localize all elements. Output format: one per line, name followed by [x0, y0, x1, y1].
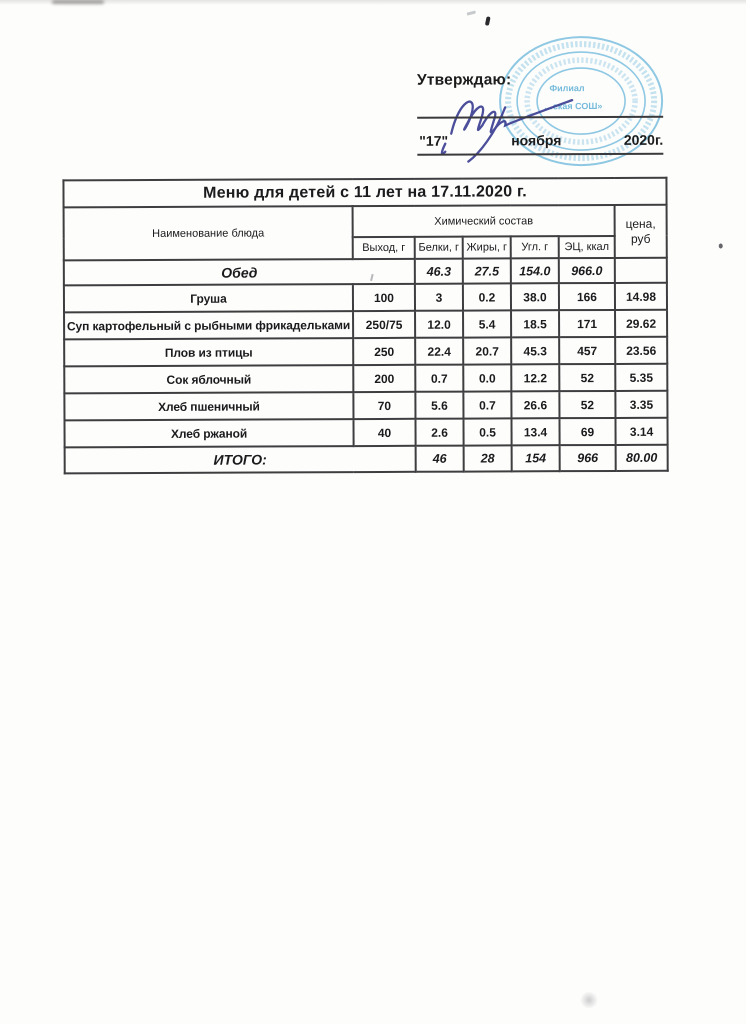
- total-price: 80.00: [615, 444, 668, 471]
- dish-name: Сок яблочный: [64, 365, 354, 394]
- total-carbs: 154: [511, 445, 560, 472]
- meal-carbs: 154.0: [510, 258, 559, 284]
- dish-carbs: 12.2: [511, 364, 560, 392]
- header-row-1: Наименование блюда Химический состав цен…: [63, 204, 667, 261]
- header-dish-name: Наименование блюда: [63, 206, 353, 261]
- stamp-text-line1: Филиал: [549, 83, 585, 93]
- table-row: Сок яблочный 200 0.7 0.0 12.2 52 5.35: [64, 363, 668, 394]
- dish-protein: 2.6: [415, 418, 464, 446]
- meal-fat: 27.5: [462, 258, 511, 284]
- dish-price: 14.98: [614, 282, 668, 310]
- total-label: ИТОГО:: [64, 445, 416, 474]
- dish-carbs: 45.3: [511, 337, 560, 365]
- meal-section-label: Обед: [63, 258, 415, 286]
- table-row: Хлеб ржаной 40 2.6 0.5 13.4 69 3.14: [64, 417, 668, 448]
- dish-price: 5.35: [615, 363, 668, 391]
- dish-price: 23.56: [615, 336, 668, 364]
- dish-name: Хлеб пшеничный: [64, 392, 354, 421]
- date-day: "17": [419, 132, 449, 149]
- dish-name: Груша: [63, 284, 354, 313]
- dish-output: 40: [353, 418, 416, 447]
- dish-carbs: 13.4: [511, 418, 560, 446]
- dish-fat: 0.5: [463, 418, 512, 446]
- dish-fat: 0.7: [463, 391, 512, 419]
- table-row: Суп картофельный с рыбными фрикадельками…: [64, 309, 668, 340]
- dish-output: 100: [352, 283, 416, 312]
- dish-price: 3.35: [615, 390, 668, 418]
- table-row: Хлеб пшеничный 70 5.6 0.7 26.6 52 3.35: [64, 390, 668, 421]
- dish-kcal: 166: [558, 282, 616, 311]
- stamp-text-line2: …ская СОШ»: [544, 101, 603, 111]
- dish-fat: 0.0: [463, 364, 512, 392]
- approve-label: Утверждаю:: [416, 71, 512, 89]
- dish-carbs: 26.6: [511, 391, 560, 419]
- dish-price: 3.14: [615, 417, 668, 445]
- dish-kcal: 171: [559, 309, 616, 338]
- ink-mark-artifact: [484, 16, 491, 26]
- dish-kcal: 52: [559, 390, 616, 419]
- pencil-mark-artifact: [466, 10, 476, 16]
- dish-output: 70: [353, 391, 416, 420]
- dish-protein: 22.4: [415, 337, 464, 365]
- date-year: 2020г.: [623, 131, 664, 148]
- meal-protein: 46.3: [414, 258, 463, 284]
- date-month: ноября: [511, 132, 562, 149]
- total-protein: 46: [415, 445, 464, 472]
- scan-edge-artifact: [0, 0, 746, 5]
- table-row: Груша 100 3 0.2 38.0 166 14.98: [63, 282, 668, 313]
- table-title-row: Меню для детей с 11 лет на 17.11.2020 г.: [63, 177, 667, 208]
- dish-name: Суп картофельный с рыбными фрикадельками: [64, 311, 354, 340]
- dish-fat: 0.2: [462, 283, 512, 311]
- meal-section-row: Обед 46.3 27.5 154.0 966.0: [63, 257, 667, 286]
- dish-name: Плов из птицы: [64, 338, 354, 367]
- table-title: Меню для детей с 11 лет на 17.11.2020 г.: [63, 177, 667, 208]
- school-stamp-icon: Филиал …ская СОШ»: [499, 36, 664, 167]
- dish-kcal: 52: [559, 363, 616, 392]
- dish-protein: 12.0: [415, 310, 464, 338]
- total-kcal: 966: [559, 444, 616, 472]
- dish-output: 250: [353, 337, 416, 366]
- header-price: цена, руб: [614, 204, 667, 258]
- header-chemical-composition: Химический состав: [352, 204, 615, 238]
- meal-kcal: 966.0: [558, 257, 615, 284]
- header-output: Выход, г: [352, 236, 415, 260]
- dish-name: Хлеб ржаной: [64, 419, 354, 448]
- dish-carbs: 38.0: [510, 283, 560, 311]
- header-protein: Белки, г: [414, 236, 463, 259]
- dish-fat: 20.7: [463, 337, 512, 365]
- header-kcal: ЭЦ, ккал: [558, 235, 615, 259]
- smudge-artifact: [578, 992, 600, 1009]
- dish-carbs: 18.5: [511, 310, 560, 338]
- scan-edge-blotch: [52, 0, 104, 4]
- speck-artifact: [718, 243, 723, 249]
- meal-price: [614, 257, 667, 283]
- dish-price: 29.62: [615, 309, 668, 337]
- dish-protein: 3: [414, 283, 464, 311]
- dish-output: 200: [353, 364, 416, 393]
- dish-kcal: 69: [559, 417, 616, 446]
- header-carbs: Угл. г: [510, 236, 559, 259]
- dish-protein: 5.6: [415, 391, 464, 419]
- total-fat: 28: [463, 445, 512, 472]
- dish-output: 250/75: [353, 310, 416, 339]
- menu-table: Меню для детей с 11 лет на 17.11.2020 г.…: [62, 177, 668, 475]
- dish-protein: 0.7: [415, 364, 464, 392]
- signature: [440, 98, 574, 163]
- dish-fat: 5.4: [463, 310, 512, 338]
- table-row: Плов из птицы 250 22.4 20.7 45.3 457 23.…: [64, 336, 668, 367]
- header-fat: Жиры, г: [462, 236, 511, 259]
- dish-kcal: 457: [559, 336, 616, 365]
- total-row: ИТОГО: 46 28 154 966 80.00: [64, 444, 668, 474]
